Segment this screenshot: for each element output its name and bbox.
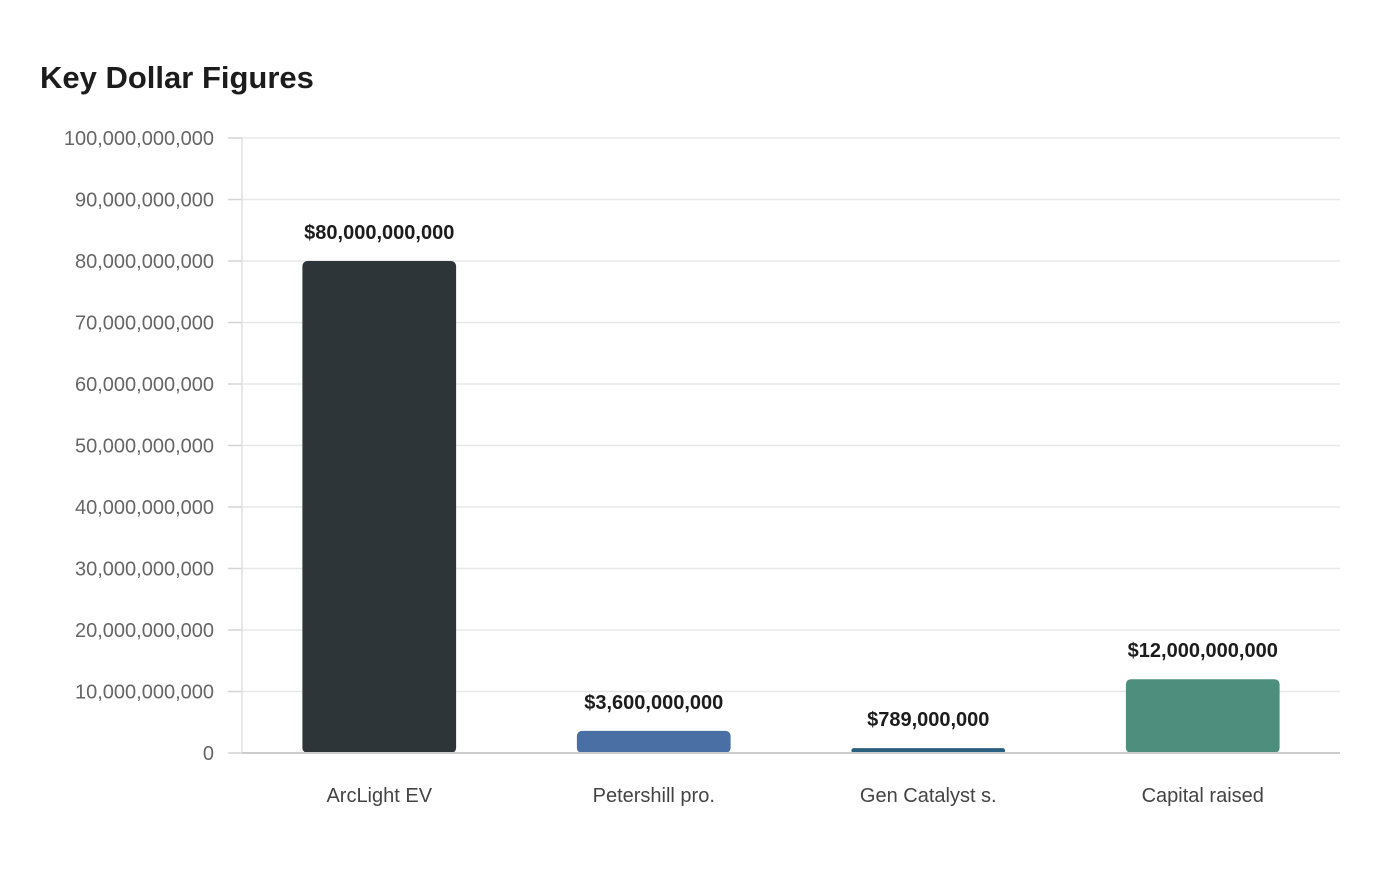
y-tick-label: 90,000,000,000 xyxy=(75,190,214,212)
bar-value-label: $12,000,000,000 xyxy=(1128,640,1278,662)
y-tick-label: 20,000,000,000 xyxy=(75,620,214,642)
bar-value-label: $80,000,000,000 xyxy=(304,222,454,244)
chart-title: Key Dollar Figures xyxy=(40,60,314,95)
x-category-label: Gen Catalyst s. xyxy=(860,785,997,807)
bar-value-label: $3,600,000,000 xyxy=(584,692,723,714)
y-tick-label: 30,000,000,000 xyxy=(75,559,214,581)
y-tick-label: 0 xyxy=(203,743,214,765)
x-category-label: ArcLight EV xyxy=(326,785,432,807)
bar xyxy=(851,748,1006,753)
y-tick-label: 50,000,000,000 xyxy=(75,436,214,458)
bar xyxy=(302,261,457,753)
x-category-label: Capital raised xyxy=(1142,785,1264,807)
y-tick-label: 100,000,000,000 xyxy=(64,128,214,150)
bar xyxy=(1125,679,1280,753)
y-tick-label: 40,000,000,000 xyxy=(75,497,214,519)
x-axis: ArcLight EV Petershill pro. Gen Catalyst s… xyxy=(242,752,1340,807)
x-category-label: Petershill pro. xyxy=(593,785,715,807)
y-axis: 0 10,000,000,000 20,000,000,000 30,000,000,… xyxy=(64,128,243,765)
y-tick-label: 80,000,000,000 xyxy=(75,251,214,273)
y-tick-label: 10,000,000,000 xyxy=(75,682,214,704)
bar xyxy=(576,730,731,753)
y-tick-label: 60,000,000,000 xyxy=(75,374,214,396)
y-tick-label: 70,000,000,000 xyxy=(75,313,214,335)
bar-value-label: $789,000,000 xyxy=(867,709,989,731)
bars: $80,000,000,000 $3,600,000,000 $789,000,00… xyxy=(302,222,1280,753)
